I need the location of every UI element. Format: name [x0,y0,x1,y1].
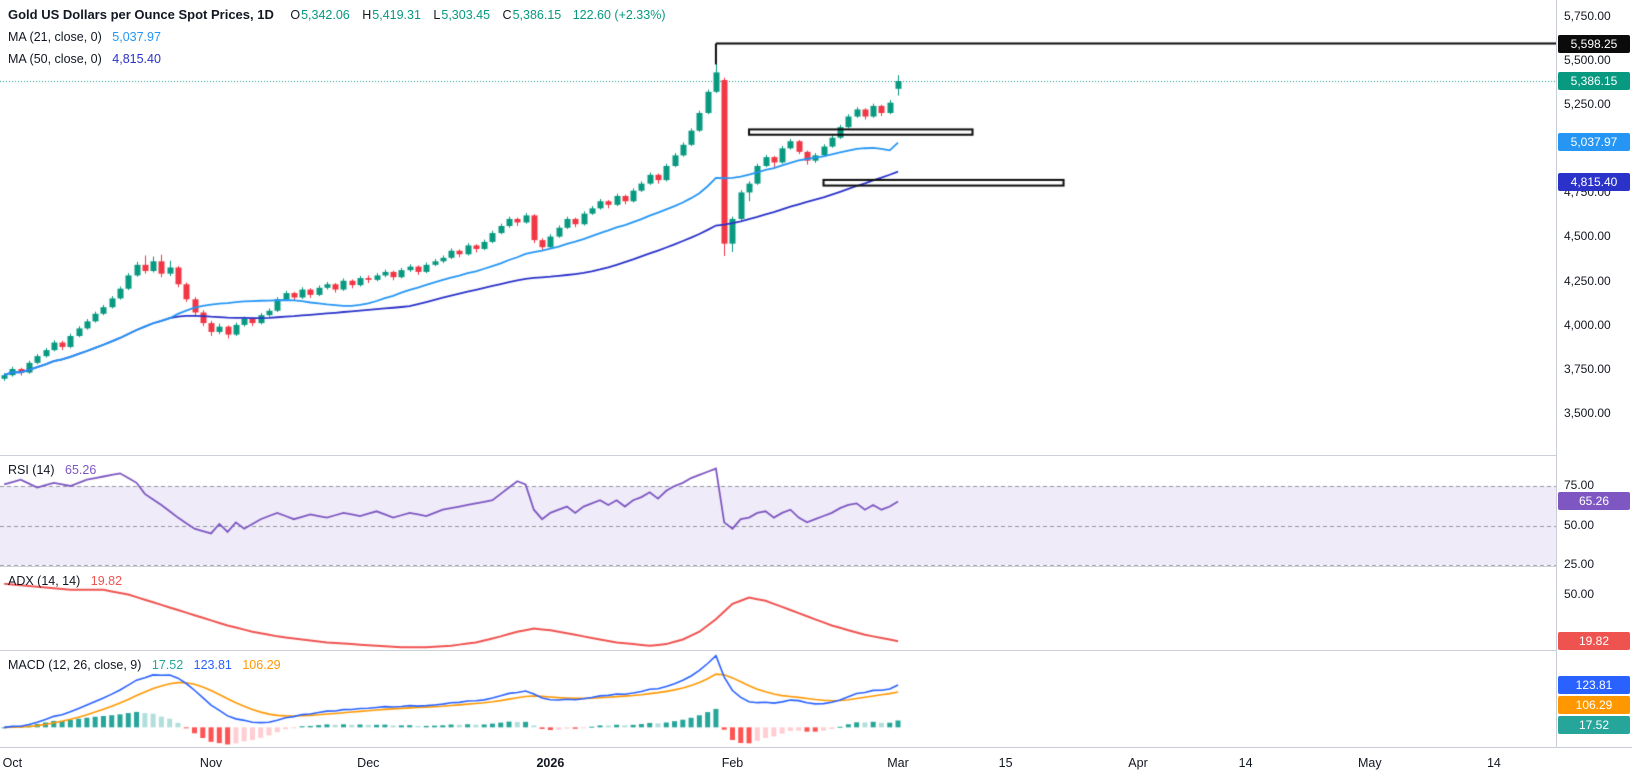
close-value: 5,386.15 [512,8,562,22]
axis-label: 4,500.00 [1564,229,1611,244]
rsi-legend[interactable]: RSI (14) 65.26 [8,459,96,481]
axis-label: 5,750.00 [1564,8,1611,23]
axis-label: 25.00 [1564,557,1595,572]
macd-signal-value: 106.29 [242,658,281,672]
adx-value: 19.82 [90,574,123,588]
time-axis-tick[interactable]: 15 [998,756,1013,770]
chart-plot-canvas[interactable] [0,0,1556,747]
time-axis-tick[interactable]: 2026 [536,756,565,770]
adx-value-badge: 19.82 [1558,632,1630,651]
low-label: L [433,8,441,22]
rsi-value: 65.26 [65,463,97,477]
macd-line-value: 123.81 [193,658,232,672]
macd-legend[interactable]: MACD (12, 26, close, 9) 17.52 123.81 106… [8,654,281,676]
panel-separator[interactable] [0,455,1632,456]
axis-label: 50.00 [1564,586,1595,601]
high-label: H [362,8,372,22]
axis-label: 4,000.00 [1564,317,1611,332]
macd-label: MACD (12, 26, close, 9) [8,658,142,672]
ma21-row[interactable]: MA (21, close, 0) 5,037.97 [8,26,666,48]
time-axis-tick[interactable]: 14 [1238,756,1253,770]
time-axis-tick[interactable]: Apr [1128,756,1148,770]
axis-label: 3,500.00 [1564,406,1611,421]
macd-signal-badge: 106.29 [1558,696,1630,715]
open-value: 5,342.06 [301,8,350,22]
macd-hist-value: 17.52 [151,658,184,672]
adx-label: ADX (14, 14) [8,574,81,588]
change-value: 122.60 (+2.33%) [572,8,666,22]
price-legend: Gold US Dollars per Ounce Spot Prices, 1… [8,4,666,70]
ma21-price-badge: 5,037.97 [1558,133,1630,152]
ma50-price-badge: 4,815.40 [1558,172,1630,191]
symbol-title: Gold US Dollars per Ounce Spot Prices, 1… [8,7,274,22]
rsi-label: RSI (14) [8,463,55,477]
time-axis-tick[interactable]: Nov [199,756,223,770]
panel-separator[interactable] [0,566,1632,567]
time-axis-tick[interactable]: Oct [2,756,23,770]
ma21-value: 5,037.97 [112,30,161,44]
symbol-ohlc-row[interactable]: Gold US Dollars per Ounce Spot Prices, 1… [8,4,666,26]
high-value: 5,419.31 [372,8,421,22]
axis-label: 5,250.00 [1564,97,1611,112]
time-axis-tick[interactable]: Mar [887,756,909,770]
axis-label: 3,750.00 [1564,361,1611,376]
ma50-label: MA (50, close, 0) [8,52,102,66]
rsi-value-badge: 65.26 [1558,492,1630,511]
time-axis-tick[interactable]: Dec [357,756,380,770]
axis-label: 4,250.00 [1564,273,1611,288]
time-axis-tick[interactable]: May [1357,756,1382,770]
open-label: O [290,8,301,22]
last-price-badge: 5,386.15 [1558,72,1630,90]
macd-value-badge: 123.81 [1558,676,1630,695]
time-axis[interactable]: Oct Nov Dec 2026 Feb Mar 15 Apr 14 May 14 [0,747,1632,783]
adx-legend[interactable]: ADX (14, 14) 19.82 [8,570,122,592]
level-price-badge: 5,598.25 [1558,34,1630,53]
close-label: C [502,8,512,22]
ma50-value: 4,815.40 [112,52,161,66]
time-axis-tick[interactable]: Feb [721,756,744,770]
axis-label: 5,500.00 [1564,52,1611,67]
price-axis[interactable]: 5,750.00 5,500.00 5,250.00 4,750.00 4,500.00… [1556,0,1632,747]
low-value: 5,303.45 [441,8,491,22]
axis-label: 50.00 [1564,517,1595,532]
panel-separator[interactable] [0,650,1632,651]
axis-label: 75.00 [1564,477,1595,492]
time-axis-tick[interactable]: 14 [1486,756,1501,770]
ma21-label: MA (21, close, 0) [8,30,102,44]
ma50-row[interactable]: MA (50, close, 0) 4,815.40 [8,48,666,70]
macd-hist-badge: 17.52 [1558,716,1630,735]
